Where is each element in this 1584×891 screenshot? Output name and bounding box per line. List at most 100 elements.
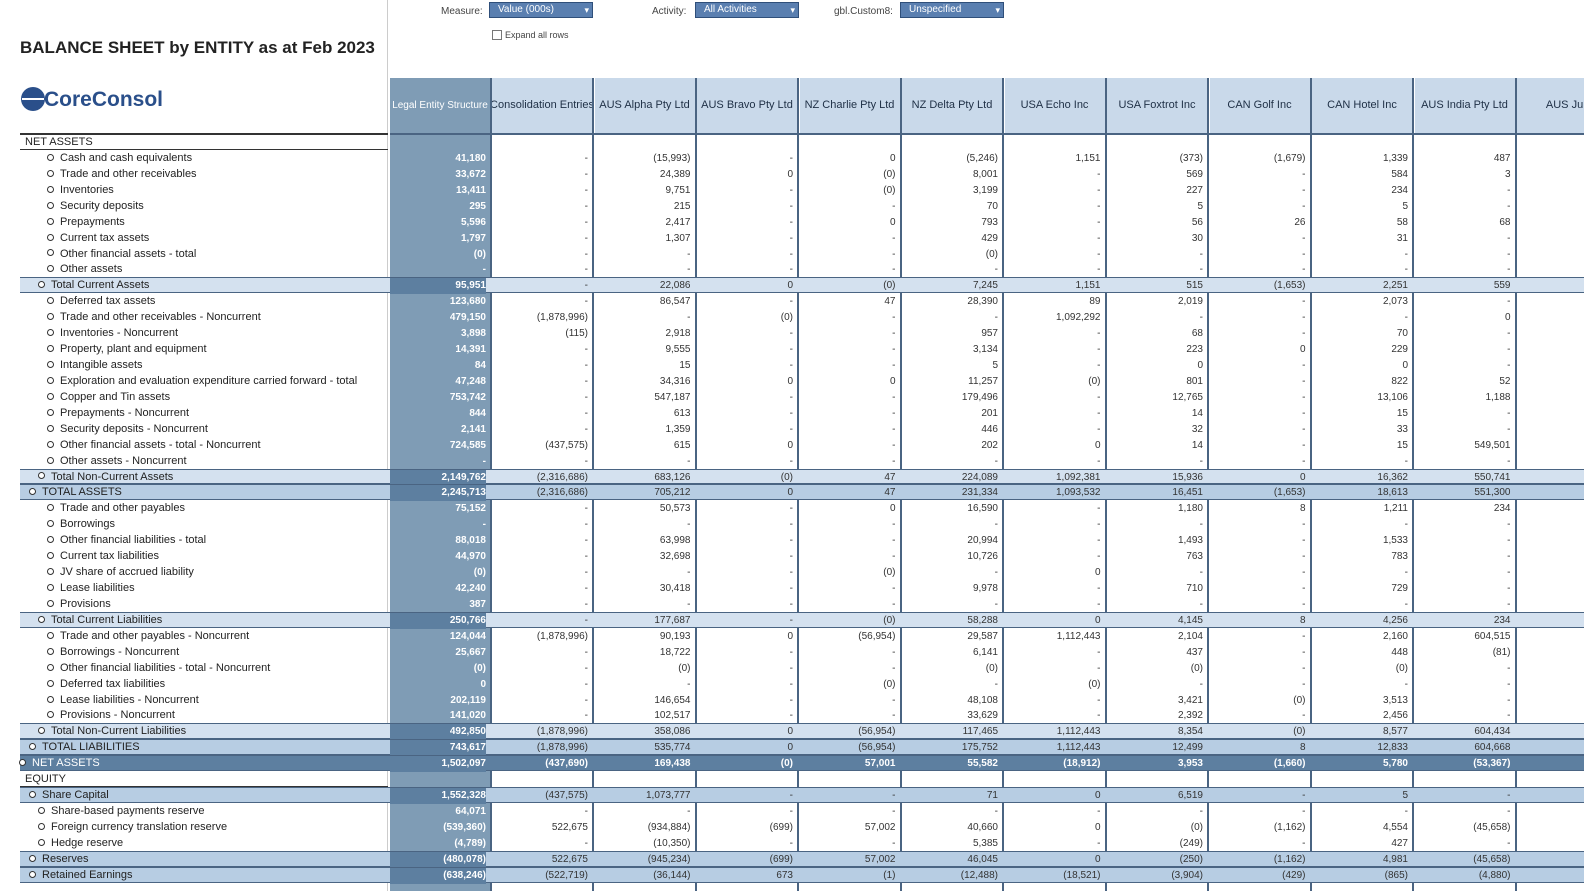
table-cell: 86,547: [659, 296, 691, 308]
table-cell: 0: [889, 375, 896, 387]
table-cell: -: [1302, 248, 1306, 260]
header-bottom-rule: [390, 133, 1584, 135]
table-cell: -: [584, 296, 588, 308]
table-cell: -: [1097, 423, 1101, 435]
filter-dropdown[interactable]: Unspecified: [900, 2, 1004, 18]
table-cell: (945,234): [647, 853, 691, 865]
table-cell: -: [892, 455, 896, 467]
table-cell: -: [584, 662, 588, 674]
table-cell: -: [584, 535, 588, 547]
table-cell: 5,596: [460, 216, 486, 228]
table-cell: 56: [1191, 216, 1203, 228]
table-cell: 0: [1299, 344, 1306, 356]
row-bullet: [47, 679, 54, 687]
row-bullet: [47, 568, 54, 576]
table-cell: -: [1404, 678, 1408, 690]
table-cell: 2,918: [665, 328, 691, 340]
pane-divider: [387, 0, 388, 891]
table-cell: -: [687, 567, 691, 579]
table-cell: -: [1507, 551, 1511, 563]
table-cell: (865): [1384, 869, 1408, 881]
table-cell: (18,912): [1063, 758, 1101, 770]
table-cell: 48,108: [967, 694, 998, 706]
table-cell: 13,411: [455, 184, 486, 196]
table-cell: 0: [787, 726, 793, 738]
table-cell: 33,672: [455, 168, 486, 180]
row-bullet: [29, 870, 36, 878]
table-cell: -: [1302, 583, 1306, 595]
row-bullet: [47, 313, 54, 321]
table-cell: -: [1507, 790, 1511, 802]
table-cell: 705,212: [654, 487, 691, 499]
row-label: Property, plant and equipment: [60, 343, 207, 356]
column-header: USA Echo Inc: [1004, 78, 1107, 133]
table-cell: 29,587: [967, 630, 998, 642]
row-bullet: [47, 153, 54, 161]
table-cell: -: [687, 455, 691, 467]
table-cell: 0: [1094, 853, 1101, 865]
table-cell: 448: [1391, 646, 1408, 658]
table-cell: -: [687, 806, 691, 818]
table-cell: 729: [1391, 583, 1408, 595]
filter-dropdown[interactable]: Value (000s): [489, 2, 593, 18]
table-cell: -: [789, 360, 793, 372]
checkbox[interactable]: [492, 30, 502, 40]
table-cell: (0): [883, 184, 896, 196]
table-cell: (437,575): [545, 790, 588, 802]
table-cell: -: [687, 248, 691, 260]
table-cell: -: [584, 503, 588, 515]
table-cell: -: [892, 344, 896, 356]
table-cell: -: [892, 232, 896, 244]
table-cell: 2,392: [1177, 710, 1203, 722]
table-cell: -: [1097, 264, 1101, 276]
row-label: Lease liabilities: [60, 582, 135, 595]
table-cell: -: [1302, 646, 1306, 658]
table-cell: 2,141: [460, 423, 486, 435]
table-cell: 11,257: [968, 375, 998, 387]
table-cell: -: [1507, 519, 1511, 531]
table-cell: 822: [1391, 375, 1408, 387]
row-bullet: [47, 201, 54, 209]
table-cell: 47: [884, 487, 896, 499]
table-cell: 1,151: [1075, 280, 1101, 292]
table-cell: -: [1302, 407, 1306, 419]
table-cell: (0): [473, 662, 486, 674]
row-bullet: [47, 297, 54, 305]
table-cell: 844: [469, 407, 486, 419]
table-cell: -: [1404, 264, 1408, 276]
table-cell: -: [789, 216, 793, 228]
table-cell: -: [1507, 200, 1511, 212]
table-cell: (0): [883, 280, 896, 292]
table-cell: 683,126: [654, 471, 691, 483]
filter-dropdown[interactable]: All Activities: [695, 2, 799, 18]
table-cell: (0): [1190, 662, 1203, 674]
table-cell: (10,350): [653, 837, 691, 849]
table-cell: 24,389: [659, 168, 691, 180]
row-bullet: [47, 360, 54, 368]
table-cell: -: [584, 344, 588, 356]
table-cell: (45,658): [1473, 821, 1511, 833]
table-cell: 1,112,443: [1056, 742, 1101, 754]
table-cell: (0): [883, 168, 896, 180]
table-cell: -: [1302, 790, 1306, 802]
table-cell: 1,188: [1485, 391, 1511, 403]
logo-icon: [21, 87, 45, 111]
table-cell: 179,496: [961, 391, 998, 403]
table-cell: (1,878,996): [536, 312, 588, 324]
table-cell: 0: [1504, 312, 1511, 324]
table-cell: -: [789, 503, 793, 515]
row-label: Prepayments - Noncurrent: [60, 406, 189, 419]
table-cell: -: [789, 551, 793, 563]
table-cell: 234: [1493, 614, 1511, 626]
table-cell: 40,660: [967, 821, 998, 833]
table-cell: -: [892, 200, 896, 212]
table-cell: -: [687, 519, 691, 531]
table-cell: 1,552,328: [390, 788, 486, 805]
table-cell: 3,898: [460, 328, 486, 340]
table-cell: 177,687: [654, 614, 691, 626]
table-cell: 33,629: [967, 710, 998, 722]
table-cell: 446: [981, 423, 998, 435]
table-cell: -: [789, 535, 793, 547]
table-cell: -: [892, 790, 896, 802]
table-cell: -: [994, 455, 998, 467]
